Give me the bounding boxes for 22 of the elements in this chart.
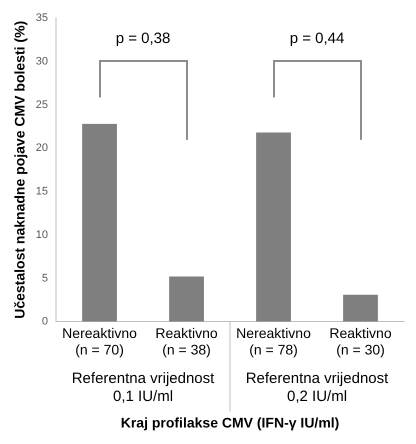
x-tick-label: Reaktivno (n = 30) [329,324,392,358]
y-tick-label: 15 [36,186,48,198]
y-tick-label: 30 [36,55,48,68]
x-tick-label: Nereaktivno (n = 70) [62,324,138,358]
y-tick-label: 0 [42,316,48,328]
bar [256,132,291,322]
x-tick-label: Reaktivno (n = 38) [155,324,218,358]
x-axis-title: Kraj profilakse CMV (IFN-γ IU/ml) [120,414,340,430]
annotation: p = 0,44 [290,30,344,48]
y-tick-label: 25 [36,98,48,111]
y-tick-label: 5 [42,272,48,284]
bar [343,294,378,322]
text: Referentna vrijednost 0,2 IU/ml [246,370,390,406]
bar [169,276,204,322]
bar [82,124,117,322]
x-tick-label: Nereaktivno (n = 78) [236,324,312,358]
y-tick-label: 20 [36,142,48,154]
y-tick-label: 35 [36,12,48,24]
y-tick-label: 10 [36,228,48,241]
text: Referentna vrijednost 0,1 IU/ml [72,370,216,406]
annotation: p = 0,38 [116,30,170,48]
y-axis-title: Učestalost naknadne pojave CMV bolesti (%) [11,20,28,319]
